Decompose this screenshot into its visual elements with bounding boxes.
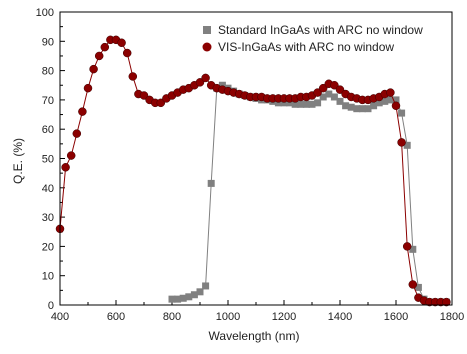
data-point — [392, 96, 400, 104]
plot-frame — [59, 11, 453, 306]
data-point — [94, 51, 104, 61]
data-point — [218, 81, 226, 89]
data-point — [364, 105, 372, 113]
data-point — [398, 109, 406, 117]
x-tick-label: 400 — [51, 311, 69, 323]
data-point — [117, 38, 126, 48]
data-point — [409, 245, 417, 253]
x-tick-label: 600 — [107, 311, 125, 323]
data-point — [414, 283, 422, 291]
data-point — [397, 138, 406, 147]
data-point — [291, 100, 299, 108]
data-point — [313, 88, 322, 97]
legend-marker — [202, 42, 212, 52]
y-tick-label: 30 — [42, 212, 54, 224]
y-tick-label: 40 — [42, 183, 54, 195]
data-point — [139, 91, 149, 100]
data-point — [408, 280, 418, 289]
data-point — [391, 101, 401, 111]
data-point — [83, 83, 93, 93]
y-tick-label: 10 — [42, 271, 54, 283]
data-point — [335, 85, 345, 94]
legend: Standard InGaAs with ARC no window VIS-In… — [202, 23, 423, 54]
data-point — [196, 288, 204, 296]
data-point — [195, 78, 205, 87]
series-1 — [168, 81, 450, 306]
y-tick-label: 60 — [42, 124, 54, 136]
data-point — [314, 99, 322, 107]
data-point — [402, 242, 412, 251]
data-point — [342, 102, 350, 110]
series-line — [59, 39, 447, 303]
y-tick-label: 50 — [42, 154, 54, 166]
data-point — [100, 42, 110, 52]
data-point — [156, 98, 166, 108]
y-tick-label: 0 — [48, 300, 54, 312]
data-point — [122, 48, 132, 58]
legend-label: Standard InGaAs with ARC no window — [218, 23, 423, 37]
data-point — [72, 129, 82, 138]
data-point — [202, 282, 210, 290]
series-layer — [55, 35, 451, 307]
data-point — [318, 83, 328, 93]
x-tick-label: 1400 — [328, 311, 352, 323]
data-point — [280, 99, 288, 107]
data-point — [168, 295, 176, 303]
data-point — [190, 291, 198, 299]
data-point — [286, 99, 294, 107]
data-point — [185, 293, 193, 301]
x-tick-label: 1600 — [384, 311, 408, 323]
legend-marker — [203, 26, 211, 34]
axes: 400 600 800 1000 1200 1400 1600 1800 0 10 20 30 40 50… — [36, 7, 465, 323]
x-tick-label: 800 — [163, 311, 181, 323]
y-axis-label: Q.E. (%) — [11, 138, 25, 184]
data-point — [358, 105, 366, 113]
data-point — [319, 93, 327, 101]
data-point — [66, 151, 76, 160]
data-point — [61, 163, 70, 172]
data-point — [386, 96, 394, 104]
data-point — [297, 100, 305, 108]
data-point — [353, 105, 361, 113]
legend-label: VIS-InGaAs with ARC no window — [218, 40, 394, 54]
series-line — [172, 84, 447, 303]
data-point — [370, 102, 378, 110]
data-point — [336, 97, 344, 105]
data-point — [179, 294, 187, 302]
x-tick-label: 1000 — [216, 311, 240, 323]
data-point — [375, 99, 383, 107]
data-point — [308, 100, 316, 108]
data-point — [128, 72, 138, 81]
x-tick-label: 1200 — [272, 311, 296, 323]
y-tick-label: 20 — [42, 241, 54, 253]
data-point — [386, 88, 395, 97]
y-tick-label: 80 — [42, 66, 54, 78]
data-point — [78, 107, 87, 116]
y-tick-label: 100 — [36, 7, 54, 19]
data-point — [347, 103, 355, 111]
data-point — [174, 295, 182, 303]
y-tick-label: 90 — [42, 36, 54, 48]
x-axis-label: Wavelength (nm) — [209, 329, 300, 343]
data-point — [442, 297, 451, 307]
x-tick-label: 1800 — [440, 311, 464, 323]
data-point — [89, 64, 98, 74]
data-point — [330, 93, 338, 101]
series-2 — [55, 35, 451, 307]
data-point — [302, 100, 310, 108]
data-point — [201, 73, 210, 83]
data-point — [403, 141, 411, 149]
data-point — [274, 99, 282, 107]
data-point — [381, 97, 389, 105]
data-point — [207, 179, 215, 187]
y-tick-label: 70 — [42, 95, 54, 107]
plot-border — [59, 11, 453, 306]
data-point — [330, 81, 339, 90]
data-point — [325, 90, 333, 98]
